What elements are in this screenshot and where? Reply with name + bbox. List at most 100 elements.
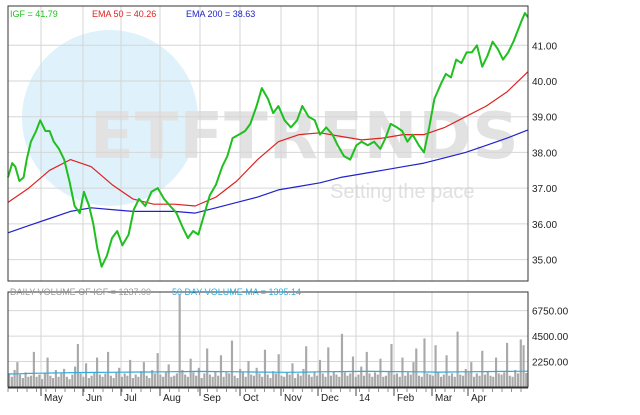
volume-bar	[445, 355, 448, 387]
volume-bar	[338, 376, 341, 387]
volume-bar	[387, 371, 390, 387]
price-panel: 35.00 36.00 37.00 38.00 39.00 40.00 41.00	[7, 5, 557, 282]
volume-bar	[475, 373, 478, 387]
ema50-line	[7, 71, 529, 207]
volume-bar	[285, 372, 289, 387]
volume-bar	[134, 374, 137, 387]
volume-bar	[362, 375, 366, 387]
volume-bar	[24, 372, 27, 387]
volume-bar	[417, 375, 421, 387]
volume-bar	[307, 374, 311, 387]
volume-bar	[486, 371, 489, 387]
volume-y-tick-label: 4500.00	[532, 332, 569, 343]
volume-bar	[27, 376, 30, 387]
volume-bar	[241, 372, 245, 387]
volume-bar	[332, 371, 335, 387]
volume-bar	[123, 373, 126, 387]
volume-bar	[118, 367, 121, 387]
volume-bar	[525, 373, 528, 387]
volume-bar	[41, 379, 44, 387]
volume-bar	[390, 344, 393, 387]
volume-y-tick-label: 2250.00	[532, 358, 569, 369]
x-tick-label: 14	[359, 393, 371, 404]
volume-bar	[30, 375, 33, 387]
volume-bar	[514, 370, 517, 387]
price-y-tick-label: 39.00	[532, 113, 557, 124]
volume-bar	[159, 374, 162, 387]
volume-bar	[517, 373, 520, 387]
volume-bar	[497, 373, 500, 387]
volume-bar	[145, 375, 148, 387]
volume-bar	[90, 375, 93, 387]
volume-bar	[365, 351, 368, 387]
volume-bar	[222, 376, 225, 387]
volume-bar	[173, 375, 176, 387]
volume-bar	[21, 378, 24, 387]
price-y-tick-label: 36.00	[532, 220, 557, 231]
legend-daily-volume: DAILY VOLUME OF IGF = 1237.00	[10, 287, 151, 297]
volume-bar	[71, 374, 74, 387]
x-tick-label: Sep	[203, 393, 221, 404]
volume-bar	[340, 333, 344, 387]
volume-bar	[104, 373, 107, 387]
volume-bar	[153, 373, 156, 387]
volume-bar	[195, 375, 198, 387]
volume-bar	[464, 368, 467, 387]
x-axis: May Jun Jul Aug Sep Oct Nov Dec 14 Feb Mar Apr	[7, 387, 528, 404]
volume-bar	[478, 375, 481, 387]
x-tick-label: Aug	[163, 393, 181, 404]
volume-bar	[453, 376, 456, 387]
volume-bar	[43, 373, 46, 387]
volume-bar	[228, 373, 231, 387]
volume-bar	[313, 372, 316, 387]
volume-bar	[8, 373, 11, 387]
volume-bar	[384, 375, 388, 387]
volume-bar	[434, 345, 437, 387]
volume-bar	[448, 375, 451, 387]
volume-bar	[98, 374, 101, 387]
price-line-igf	[7, 12, 529, 268]
volume-bar	[368, 373, 371, 387]
volume-bar	[459, 374, 462, 387]
volume-bar	[401, 357, 404, 387]
volume-bar	[274, 373, 278, 387]
volume-bar	[357, 374, 360, 387]
volume-bar	[63, 368, 66, 387]
volume-bar	[184, 374, 187, 387]
volume-bar	[217, 375, 220, 387]
volume-bar	[211, 376, 214, 387]
ema200-line	[7, 129, 529, 234]
volume-bar	[214, 371, 217, 387]
volume-bar	[197, 367, 200, 387]
volume-bar	[38, 374, 41, 387]
volume-bar	[500, 374, 503, 387]
price-panel-frame	[7, 5, 529, 282]
price-y-tick-label: 38.00	[532, 148, 557, 159]
volume-bar	[164, 372, 167, 387]
volume-bar	[175, 373, 178, 387]
volume-bar	[101, 376, 104, 387]
volume-bar	[65, 376, 68, 387]
volume-bar	[508, 375, 511, 387]
volume-bar	[107, 351, 110, 387]
volume-bar	[379, 358, 382, 387]
volume-y-tick-label: 6750.00	[532, 307, 569, 318]
volume-bar	[305, 346, 308, 387]
volume-bar	[206, 348, 209, 387]
volume-bar	[79, 373, 82, 387]
volume-bar	[19, 374, 22, 387]
volume-bar	[140, 371, 143, 387]
volume-bar	[137, 376, 140, 387]
volume-bar	[112, 378, 115, 387]
volume-bar	[68, 379, 71, 387]
legend-volume-ma: 50 DAY VOLUME MA = 1395.14	[172, 287, 301, 297]
volume-bar	[395, 373, 399, 387]
volume-bar	[129, 359, 132, 387]
volume-bar	[252, 375, 256, 387]
volume-bar	[373, 372, 377, 387]
volume-bar	[280, 375, 283, 387]
volume-bar	[503, 372, 506, 387]
volume-bar	[93, 372, 96, 387]
volume-bar	[456, 331, 459, 387]
